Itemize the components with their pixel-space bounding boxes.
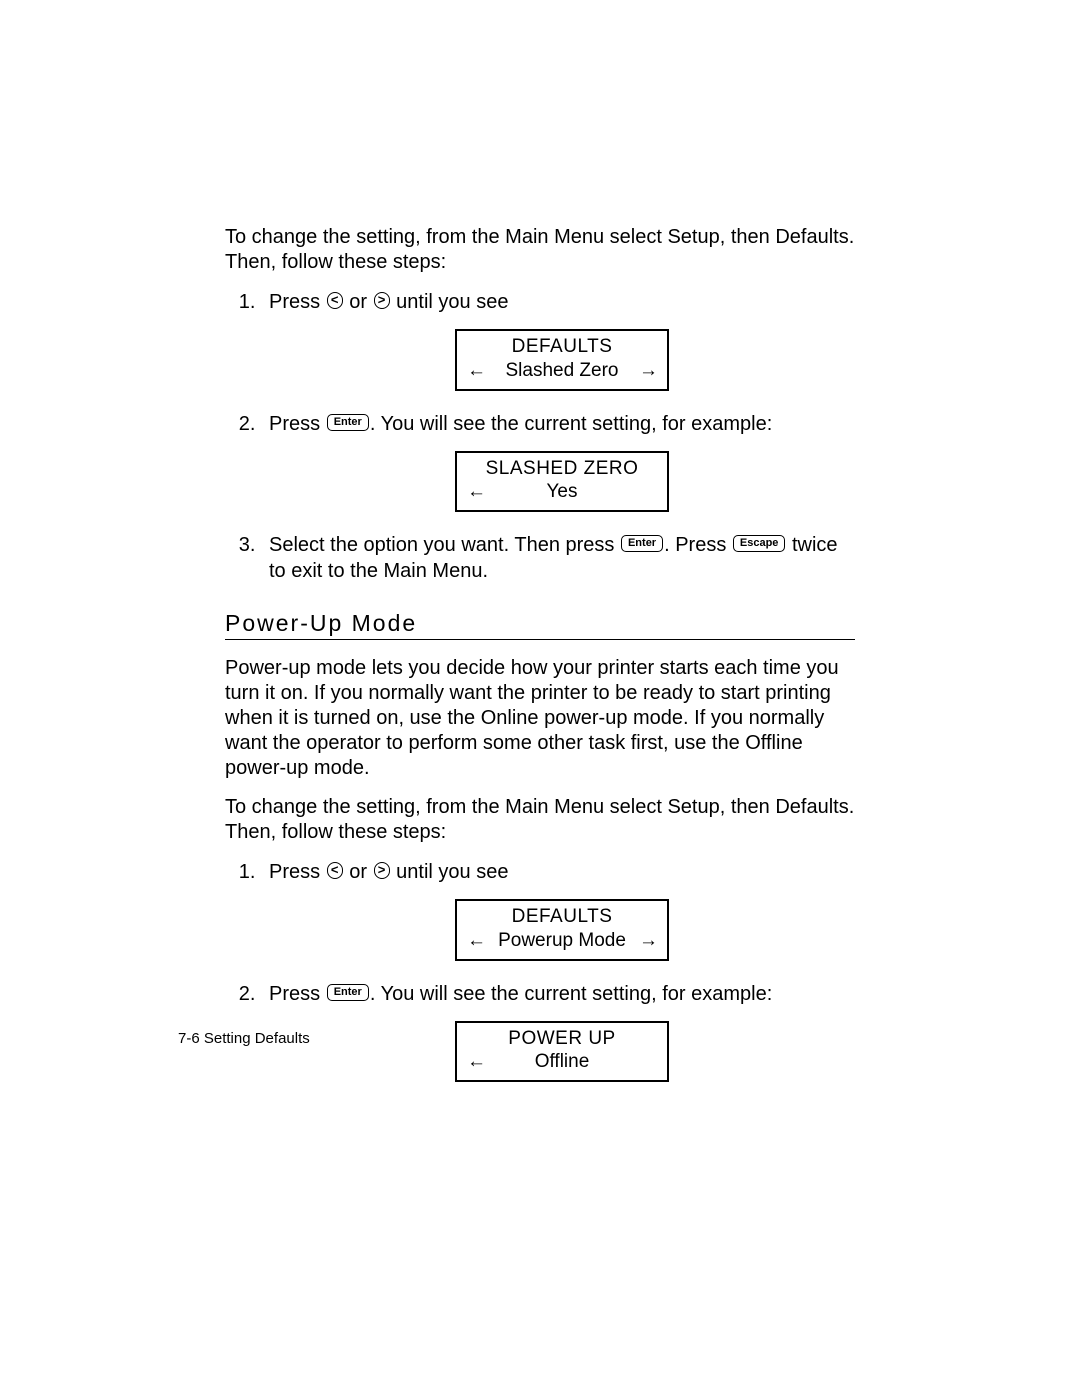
escape-key-icon: Escape [733, 535, 786, 552]
arrow-right-spacer [639, 480, 657, 504]
display-a2-value: Yes [485, 480, 639, 504]
display-box-b1: DEFAULTS ← Powerup Mode → [455, 899, 669, 961]
display-b1-bot: ← Powerup Mode → [467, 929, 657, 953]
step-a3-pre: Select the option you want. Then press [269, 534, 620, 556]
arrow-left-icon: ← [467, 1050, 485, 1074]
display-a2-top: SLASHED ZERO [467, 457, 657, 481]
display-box-b2: POWER UP ← Offline [455, 1021, 669, 1083]
display-a1-top: DEFAULTS [467, 335, 657, 359]
step-a3-mid: . Press [664, 534, 732, 556]
section-rule [225, 639, 855, 640]
powerup-intro: Power-up mode lets you decide how your p… [225, 656, 855, 781]
display-a1-bot: ← Slashed Zero → [467, 359, 657, 383]
display-b1-top: DEFAULTS [467, 905, 657, 929]
step-a1-pre: Press [269, 291, 326, 313]
section-heading: Power-Up Mode [225, 610, 855, 637]
enter-key-icon: Enter [621, 535, 663, 552]
right-key-icon: > [374, 862, 390, 879]
display-b1-value: Powerup Mode [485, 929, 639, 953]
step-b2: Press Enter. You will see the current se… [261, 981, 855, 1083]
step-b1-post: until you see [391, 861, 509, 883]
step-b1-mid: or [344, 861, 373, 883]
intro-paragraph: To change the setting, from the Main Men… [225, 225, 855, 275]
steps-list-b: Press < or > until you see DEFAULTS ← Po… [225, 859, 855, 1082]
step-a1-mid: or [344, 291, 373, 313]
arrow-right-icon: → [639, 359, 657, 383]
step-b2-post: . You will see the current setting, for … [370, 983, 772, 1005]
page-footer: 7-6 Setting Defaults [178, 1030, 310, 1047]
display-box-wrap-a2: SLASHED ZERO ← Yes [269, 451, 855, 513]
step-a1: Press < or > until you see DEFAULTS ← Sl… [261, 289, 855, 391]
display-box-a2: SLASHED ZERO ← Yes [455, 451, 669, 513]
display-a2-bot: ← Yes [467, 480, 657, 504]
display-b2-bot: ← Offline [467, 1050, 657, 1074]
step-a1-post: until you see [391, 291, 509, 313]
enter-key-icon: Enter [327, 984, 369, 1001]
step-a2-pre: Press [269, 413, 326, 435]
left-key-icon: < [327, 292, 343, 309]
steps-list-a: Press < or > until you see DEFAULTS ← Sl… [225, 289, 855, 584]
step-b2-pre: Press [269, 983, 326, 1005]
display-a1-value: Slashed Zero [485, 359, 639, 383]
footer-page-number: 7-6 [178, 1030, 200, 1047]
step-a2: Press Enter. You will see the current se… [261, 411, 855, 513]
display-b2-value: Offline [485, 1050, 639, 1074]
step-b1: Press < or > until you see DEFAULTS ← Po… [261, 859, 855, 961]
arrow-left-icon: ← [467, 480, 485, 504]
display-box-wrap-a1: DEFAULTS ← Slashed Zero → [269, 329, 855, 391]
footer-title: Setting Defaults [200, 1030, 310, 1047]
step-b1-pre: Press [269, 861, 326, 883]
enter-key-icon: Enter [327, 414, 369, 431]
page-content: To change the setting, from the Main Men… [225, 225, 855, 1102]
intro-repeat: To change the setting, from the Main Men… [225, 795, 855, 845]
display-box-wrap-b2: POWER UP ← Offline [269, 1021, 855, 1083]
display-box-wrap-b1: DEFAULTS ← Powerup Mode → [269, 899, 855, 961]
arrow-right-icon: → [639, 929, 657, 953]
left-key-icon: < [327, 862, 343, 879]
arrow-left-icon: ← [467, 359, 485, 383]
display-b2-top: POWER UP [467, 1027, 657, 1051]
right-key-icon: > [374, 292, 390, 309]
arrow-left-icon: ← [467, 929, 485, 953]
step-a2-post: . You will see the current setting, for … [370, 413, 772, 435]
display-box-a1: DEFAULTS ← Slashed Zero → [455, 329, 669, 391]
arrow-right-spacer [639, 1050, 657, 1074]
step-a3: Select the option you want. Then press E… [261, 532, 855, 584]
